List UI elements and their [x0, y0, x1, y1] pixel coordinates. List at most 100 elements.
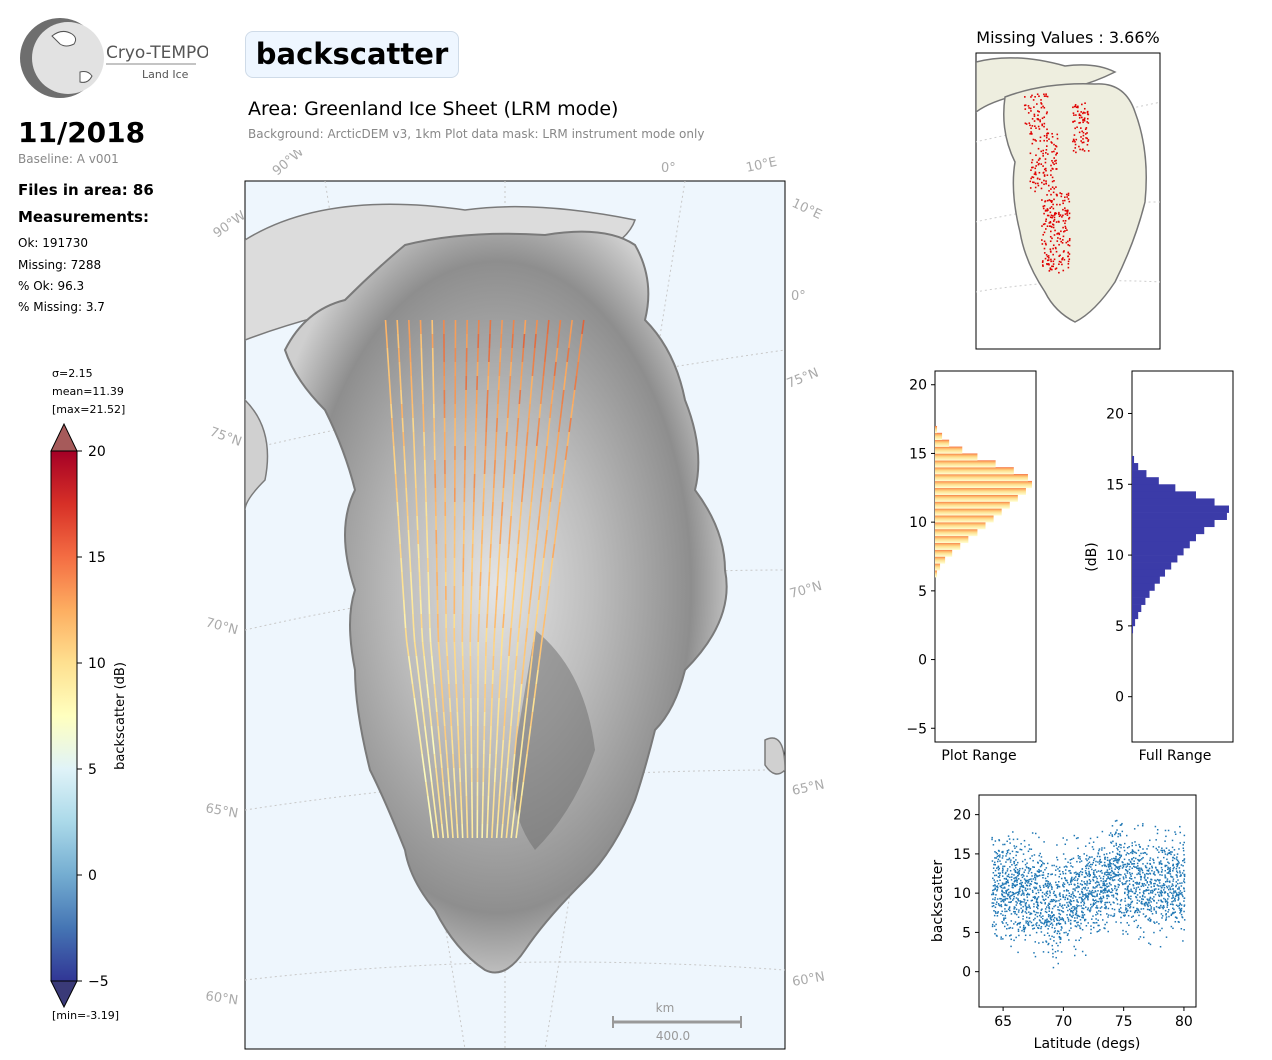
scatter-point [1108, 868, 1111, 870]
scatter-point [1040, 864, 1043, 867]
scatter-point [1037, 912, 1039, 914]
scatter-point [1011, 894, 1014, 896]
y-tick-label: 5 [918, 584, 927, 600]
scatter-point [1133, 911, 1136, 914]
scatter-point [1164, 891, 1167, 894]
scatter-point [1119, 880, 1121, 882]
missing-point [1072, 149, 1075, 152]
scatter-point [1006, 928, 1008, 930]
missing-point [1053, 258, 1056, 261]
scatter-point [1040, 931, 1043, 933]
track-segment [504, 585, 507, 601]
track-segment [446, 655, 449, 671]
missing-point [1051, 132, 1053, 135]
scatter-point [1065, 890, 1068, 892]
scatter-point [1008, 907, 1011, 909]
histogram-bar [1132, 562, 1172, 570]
scatter-point [1128, 879, 1131, 882]
scatter-point [1090, 891, 1092, 893]
missing-point [1082, 119, 1084, 122]
track-segment [525, 431, 529, 447]
scatter-point [1114, 873, 1117, 876]
track-segment [531, 473, 535, 489]
scatter-point [996, 855, 999, 858]
scatter-point [1053, 936, 1055, 938]
histogram-bar [935, 432, 943, 441]
scatter-point [1111, 851, 1114, 853]
scatter-point [1050, 919, 1053, 921]
missing-point [1036, 103, 1038, 105]
track-segment [489, 739, 492, 755]
scatter-point [1076, 860, 1078, 863]
scatter-point [1096, 930, 1099, 933]
scatter-point [1153, 900, 1155, 902]
scatter-point [1163, 884, 1166, 886]
scatter-point [1152, 890, 1154, 893]
scatter-point [1131, 900, 1134, 903]
scatter-point [998, 867, 1001, 870]
scatter-point [1042, 951, 1045, 953]
scatter-point [1069, 862, 1072, 864]
scatter-point [1164, 864, 1167, 867]
scatter-point [1085, 893, 1087, 895]
scatter-point [1048, 902, 1050, 905]
scatter-point [1172, 894, 1174, 896]
track-segment [420, 627, 424, 643]
scatter-point [1158, 923, 1160, 925]
missing-point [1041, 117, 1044, 120]
scatter-point [996, 901, 998, 903]
scatter-point [1064, 922, 1067, 925]
scatter-point [1069, 899, 1072, 901]
scatter-point [1075, 910, 1078, 913]
track-segment [556, 333, 560, 349]
track-segment [545, 333, 549, 349]
scatter-point [1128, 859, 1130, 861]
scatter-point [1176, 856, 1178, 858]
scatter-point [994, 887, 996, 890]
missing-point [1043, 125, 1045, 128]
track-segment [506, 417, 509, 433]
missing-point [1084, 128, 1087, 131]
missing-point [1050, 201, 1053, 203]
scatter-point [1013, 923, 1015, 925]
scatter-point [1092, 895, 1094, 898]
scatter-point [1169, 881, 1171, 883]
track-segment [495, 823, 499, 839]
scatter-point [1024, 882, 1027, 884]
scatter-point [1079, 883, 1082, 885]
scatter-point [1099, 896, 1102, 898]
missing-point [1050, 226, 1053, 228]
missing-point [1044, 223, 1046, 225]
track-segment [566, 431, 570, 447]
scatter-point [1077, 890, 1079, 893]
scatter-point [1021, 893, 1024, 895]
scatter-point [1139, 873, 1141, 876]
scatter-point [1106, 913, 1108, 915]
missing-point [1064, 230, 1066, 232]
scatter-point [1137, 858, 1139, 861]
scatter-point [1089, 863, 1092, 866]
scatter-point [1175, 916, 1178, 919]
track-segment [535, 669, 539, 685]
scatter-point [1046, 890, 1049, 893]
scatter-point [1042, 862, 1044, 864]
scatter-point [1072, 893, 1074, 895]
track-segment [403, 445, 406, 461]
pct-ok: % Ok: 96.3 [18, 279, 85, 293]
scatter-point [1112, 896, 1115, 898]
scatter-point [1079, 855, 1081, 858]
track-segment [402, 599, 406, 615]
track-segment [519, 501, 523, 517]
scatter-point [1051, 926, 1053, 929]
scatter-point [1149, 859, 1151, 861]
scatter-point [1141, 858, 1143, 860]
track-segment [500, 515, 503, 531]
scatter-point [1179, 831, 1182, 834]
scatter-point [1079, 858, 1081, 860]
scatter-point [1089, 882, 1091, 885]
x-tick-label: 75 [1115, 1014, 1133, 1030]
scatter-point [1180, 910, 1182, 913]
scatter-point [1173, 912, 1175, 914]
track-segment [518, 753, 522, 769]
